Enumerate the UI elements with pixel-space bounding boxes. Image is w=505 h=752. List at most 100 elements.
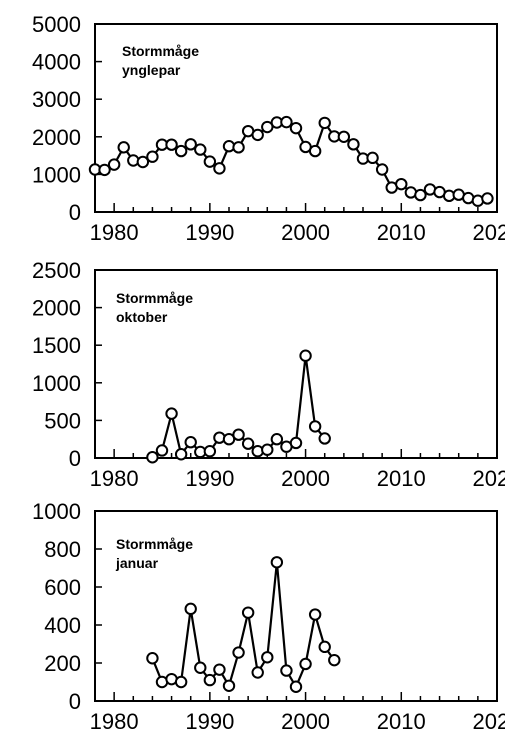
data-point — [299, 349, 312, 362]
plot-frame — [94, 23, 498, 213]
data-point — [481, 192, 494, 205]
x-tick-label: 1990 — [185, 220, 234, 245]
y-tick-label: 1000 — [32, 371, 81, 396]
data-point — [184, 138, 197, 151]
panel-title-line: Stormmåge — [116, 290, 193, 306]
y-tick-label: 5000 — [32, 12, 81, 37]
data-point — [155, 444, 169, 457]
panel-title-line: januar — [115, 555, 159, 571]
data-point — [136, 155, 150, 169]
x-tick-label: 1980 — [90, 709, 139, 734]
y-tick-label: 200 — [44, 651, 81, 676]
panel-2: 0 500 1000 1500 2000 2500 1980 1990 2000 2010 2020… — [32, 258, 505, 491]
data-point — [366, 151, 379, 165]
data-point — [165, 407, 178, 420]
data-point — [232, 141, 245, 154]
y-tick-label: 1500 — [32, 333, 81, 358]
data-point — [308, 144, 322, 158]
data-point — [251, 666, 264, 679]
data-point — [261, 651, 274, 664]
data-point — [289, 121, 303, 135]
y-tick-label: 600 — [44, 575, 81, 600]
y-tick-label: 0 — [69, 200, 81, 225]
data-point — [194, 661, 207, 674]
panel-title-line: oktober — [116, 309, 168, 325]
data-point — [270, 433, 284, 446]
data-point — [203, 155, 217, 168]
data-point — [241, 437, 255, 450]
x-tick-label: 2010 — [377, 709, 426, 734]
data-point — [251, 128, 264, 142]
data-point — [318, 116, 331, 130]
x-tick-label: 2010 — [377, 220, 426, 245]
x-tick-label: 2000 — [281, 709, 330, 734]
data-point — [241, 606, 255, 619]
x-tick-label: 2020 — [473, 466, 505, 491]
data-point — [347, 138, 360, 151]
y-tick-label: 3000 — [32, 87, 81, 112]
x-tick-label: 1990 — [185, 709, 234, 734]
plot-frame — [94, 510, 498, 702]
data-point — [165, 138, 178, 151]
data-point — [146, 451, 159, 464]
plot-frame — [94, 269, 498, 459]
data-point — [289, 436, 303, 450]
data-point — [203, 445, 217, 458]
y-tick-label: 2500 — [32, 258, 81, 283]
y-tick-label: 800 — [44, 537, 81, 562]
x-tick-label: 2000 — [281, 466, 330, 491]
y-tick-label: 500 — [44, 408, 81, 433]
x-tick-label: 2020 — [473, 220, 505, 245]
data-point — [107, 158, 121, 171]
data-point — [414, 188, 427, 202]
data-point — [174, 144, 188, 158]
panel-title-line: Stormmåge — [116, 536, 193, 552]
y-tick-label: 4000 — [32, 50, 81, 75]
data-point — [203, 673, 217, 687]
data-point — [146, 150, 159, 163]
y-tick-label: 0 — [69, 689, 81, 714]
data-point — [375, 163, 389, 176]
data-point — [174, 675, 188, 689]
data-point — [117, 141, 130, 154]
data-point — [289, 680, 303, 693]
data-point — [299, 657, 312, 671]
y-tick-label: 400 — [44, 613, 81, 638]
data-point — [280, 664, 293, 677]
data-point — [261, 120, 274, 134]
data-point — [308, 608, 322, 621]
data-point — [146, 652, 159, 665]
y-tick-label: 0 — [69, 446, 81, 471]
x-tick-label: 2010 — [377, 466, 426, 491]
data-point — [213, 663, 226, 676]
x-tick-label: 1980 — [90, 466, 139, 491]
data-point — [222, 433, 236, 446]
data-point — [213, 162, 226, 175]
data-point — [232, 646, 245, 659]
data-point — [318, 432, 331, 445]
x-tick-label: 2000 — [281, 220, 330, 245]
data-point — [280, 115, 293, 129]
data-point — [184, 602, 197, 616]
y-tick-label: 2000 — [32, 296, 81, 321]
y-tick-label: 1000 — [32, 499, 81, 524]
x-tick-label: 2020 — [473, 709, 505, 734]
data-point — [98, 163, 111, 177]
panel-title-line: ynglepar — [122, 62, 181, 78]
data-point — [222, 679, 236, 692]
data-point — [270, 556, 284, 569]
data-point — [337, 130, 351, 144]
data-point — [184, 436, 197, 449]
data-point — [395, 177, 408, 191]
data-point — [261, 443, 274, 456]
data-point — [174, 448, 188, 461]
data-point — [328, 653, 341, 667]
panel-3: 0 200 400 600 800 1000 1980 1990 2000 2010 2020 Sto… — [32, 499, 505, 734]
data-point — [232, 428, 245, 441]
x-tick-label: 1980 — [90, 220, 139, 245]
y-tick-label: 1000 — [32, 162, 81, 187]
data-point — [308, 420, 322, 433]
y-tick-label: 2000 — [32, 125, 81, 150]
panel-title-line: Stormmåge — [122, 43, 199, 59]
